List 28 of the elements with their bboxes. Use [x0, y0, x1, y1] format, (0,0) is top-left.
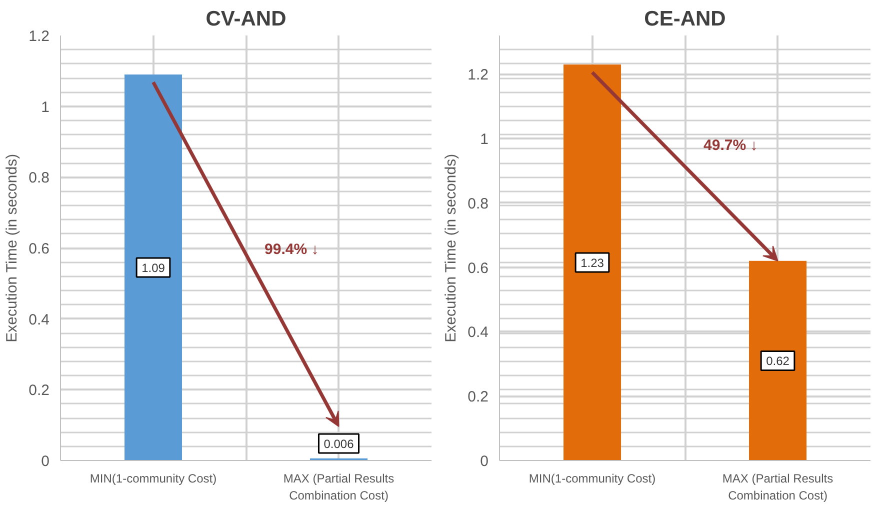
- y-tick-label: 0.4: [468, 324, 489, 342]
- y-tick-label: 0.2: [468, 388, 489, 406]
- y-tick-label: 1: [480, 131, 488, 148]
- y-tick-label: 0.6: [28, 240, 50, 258]
- data-label: 0.62: [766, 354, 790, 368]
- y-tick-label: 0.8: [468, 195, 489, 212]
- annotation: 99.4% ↓: [264, 240, 319, 258]
- y-axis-title: Execution Time (in seconds): [442, 154, 460, 342]
- data-label: 1.09: [142, 260, 166, 275]
- data-label: 0.006: [324, 437, 354, 451]
- x-tick-label: MAX (Partial Results Combination Cost): [283, 472, 394, 502]
- y-tick-label: 0.6: [468, 260, 489, 277]
- x-tick-label: MIN(1-community Cost): [90, 472, 217, 486]
- chart-title: CV-AND: [206, 8, 286, 30]
- y-axis-title: Execution Time (in seconds): [4, 154, 21, 342]
- y-tick-label: 0: [41, 453, 50, 470]
- chart-title: CE-AND: [644, 8, 726, 30]
- y-tick-label: 1.2: [28, 28, 50, 45]
- annotation: 49.7% ↓: [704, 137, 758, 154]
- y-tick-label: 0.2: [28, 382, 50, 400]
- x-tick-label: MIN(1-community Cost): [528, 472, 656, 486]
- y-tick-label: 0.4: [28, 311, 50, 328]
- y-tick-label: 1.2: [468, 66, 489, 84]
- y-tick-label: 0.8: [28, 170, 50, 187]
- data-label: 1.23: [580, 256, 604, 270]
- y-tick-label: 1: [41, 98, 50, 116]
- y-tick-label: 0: [480, 453, 488, 470]
- x-tick-label: MAX (Partial Results Combination Cost): [722, 472, 834, 502]
